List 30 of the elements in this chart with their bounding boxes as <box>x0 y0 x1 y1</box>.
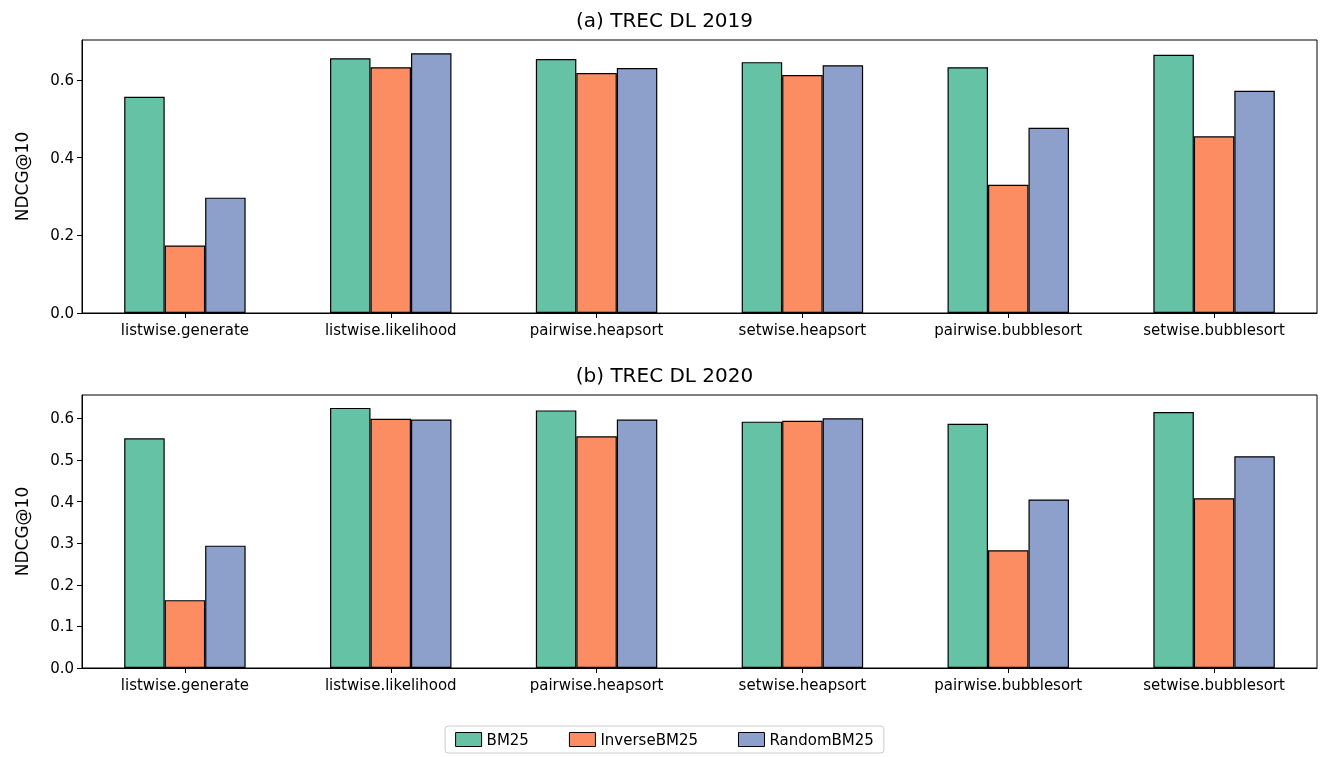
y-axis-title: NDCG@10 <box>11 486 32 577</box>
legend-label: InverseBM25 <box>600 730 698 749</box>
x-tick-label: pairwise.heapsort <box>529 320 664 339</box>
legend-label: RandomBM25 <box>769 730 874 749</box>
y-tick-label: 0.4 <box>50 148 74 167</box>
chart-title: (b) TREC DL 2020 <box>575 363 754 387</box>
legend-label: BM25 <box>486 730 529 749</box>
x-tick-label: setwise.heapsort <box>738 320 867 339</box>
x-tick-label: pairwise.bubblesort <box>934 675 1083 694</box>
x-tick-label: setwise.heapsort <box>738 675 867 694</box>
chart-title: (a) TREC DL 2019 <box>575 8 754 32</box>
y-tick-label: 0.0 <box>50 659 74 677</box>
y-tick-label: 0.2 <box>50 575 74 594</box>
x-tick-label: listwise.likelihood <box>324 320 457 339</box>
y-tick-label: 0.5 <box>50 450 74 469</box>
x-tick-label: setwise.bubblesort <box>1143 675 1286 694</box>
x-tick-label: listwise.likelihood <box>324 675 457 694</box>
y-tick-label: 0.0 <box>50 304 74 322</box>
x-tick-label: setwise.bubblesort <box>1143 320 1286 339</box>
y-tick-label: 0.6 <box>50 409 74 428</box>
y-tick-label: 0.4 <box>50 492 74 511</box>
y-tick-label: 0.3 <box>50 534 74 553</box>
y-tick-label: 0.1 <box>50 617 74 636</box>
y-tick-label: 0.6 <box>50 71 74 89</box>
x-tick-label: pairwise.bubblesort <box>934 320 1083 339</box>
x-tick-label: listwise.generate <box>120 320 250 339</box>
x-tick-label: pairwise.heapsort <box>529 675 664 694</box>
y-tick-label: 0.2 <box>50 226 74 245</box>
y-axis-title: NDCG@10 <box>11 131 32 222</box>
x-tick-label: listwise.generate <box>120 675 250 694</box>
